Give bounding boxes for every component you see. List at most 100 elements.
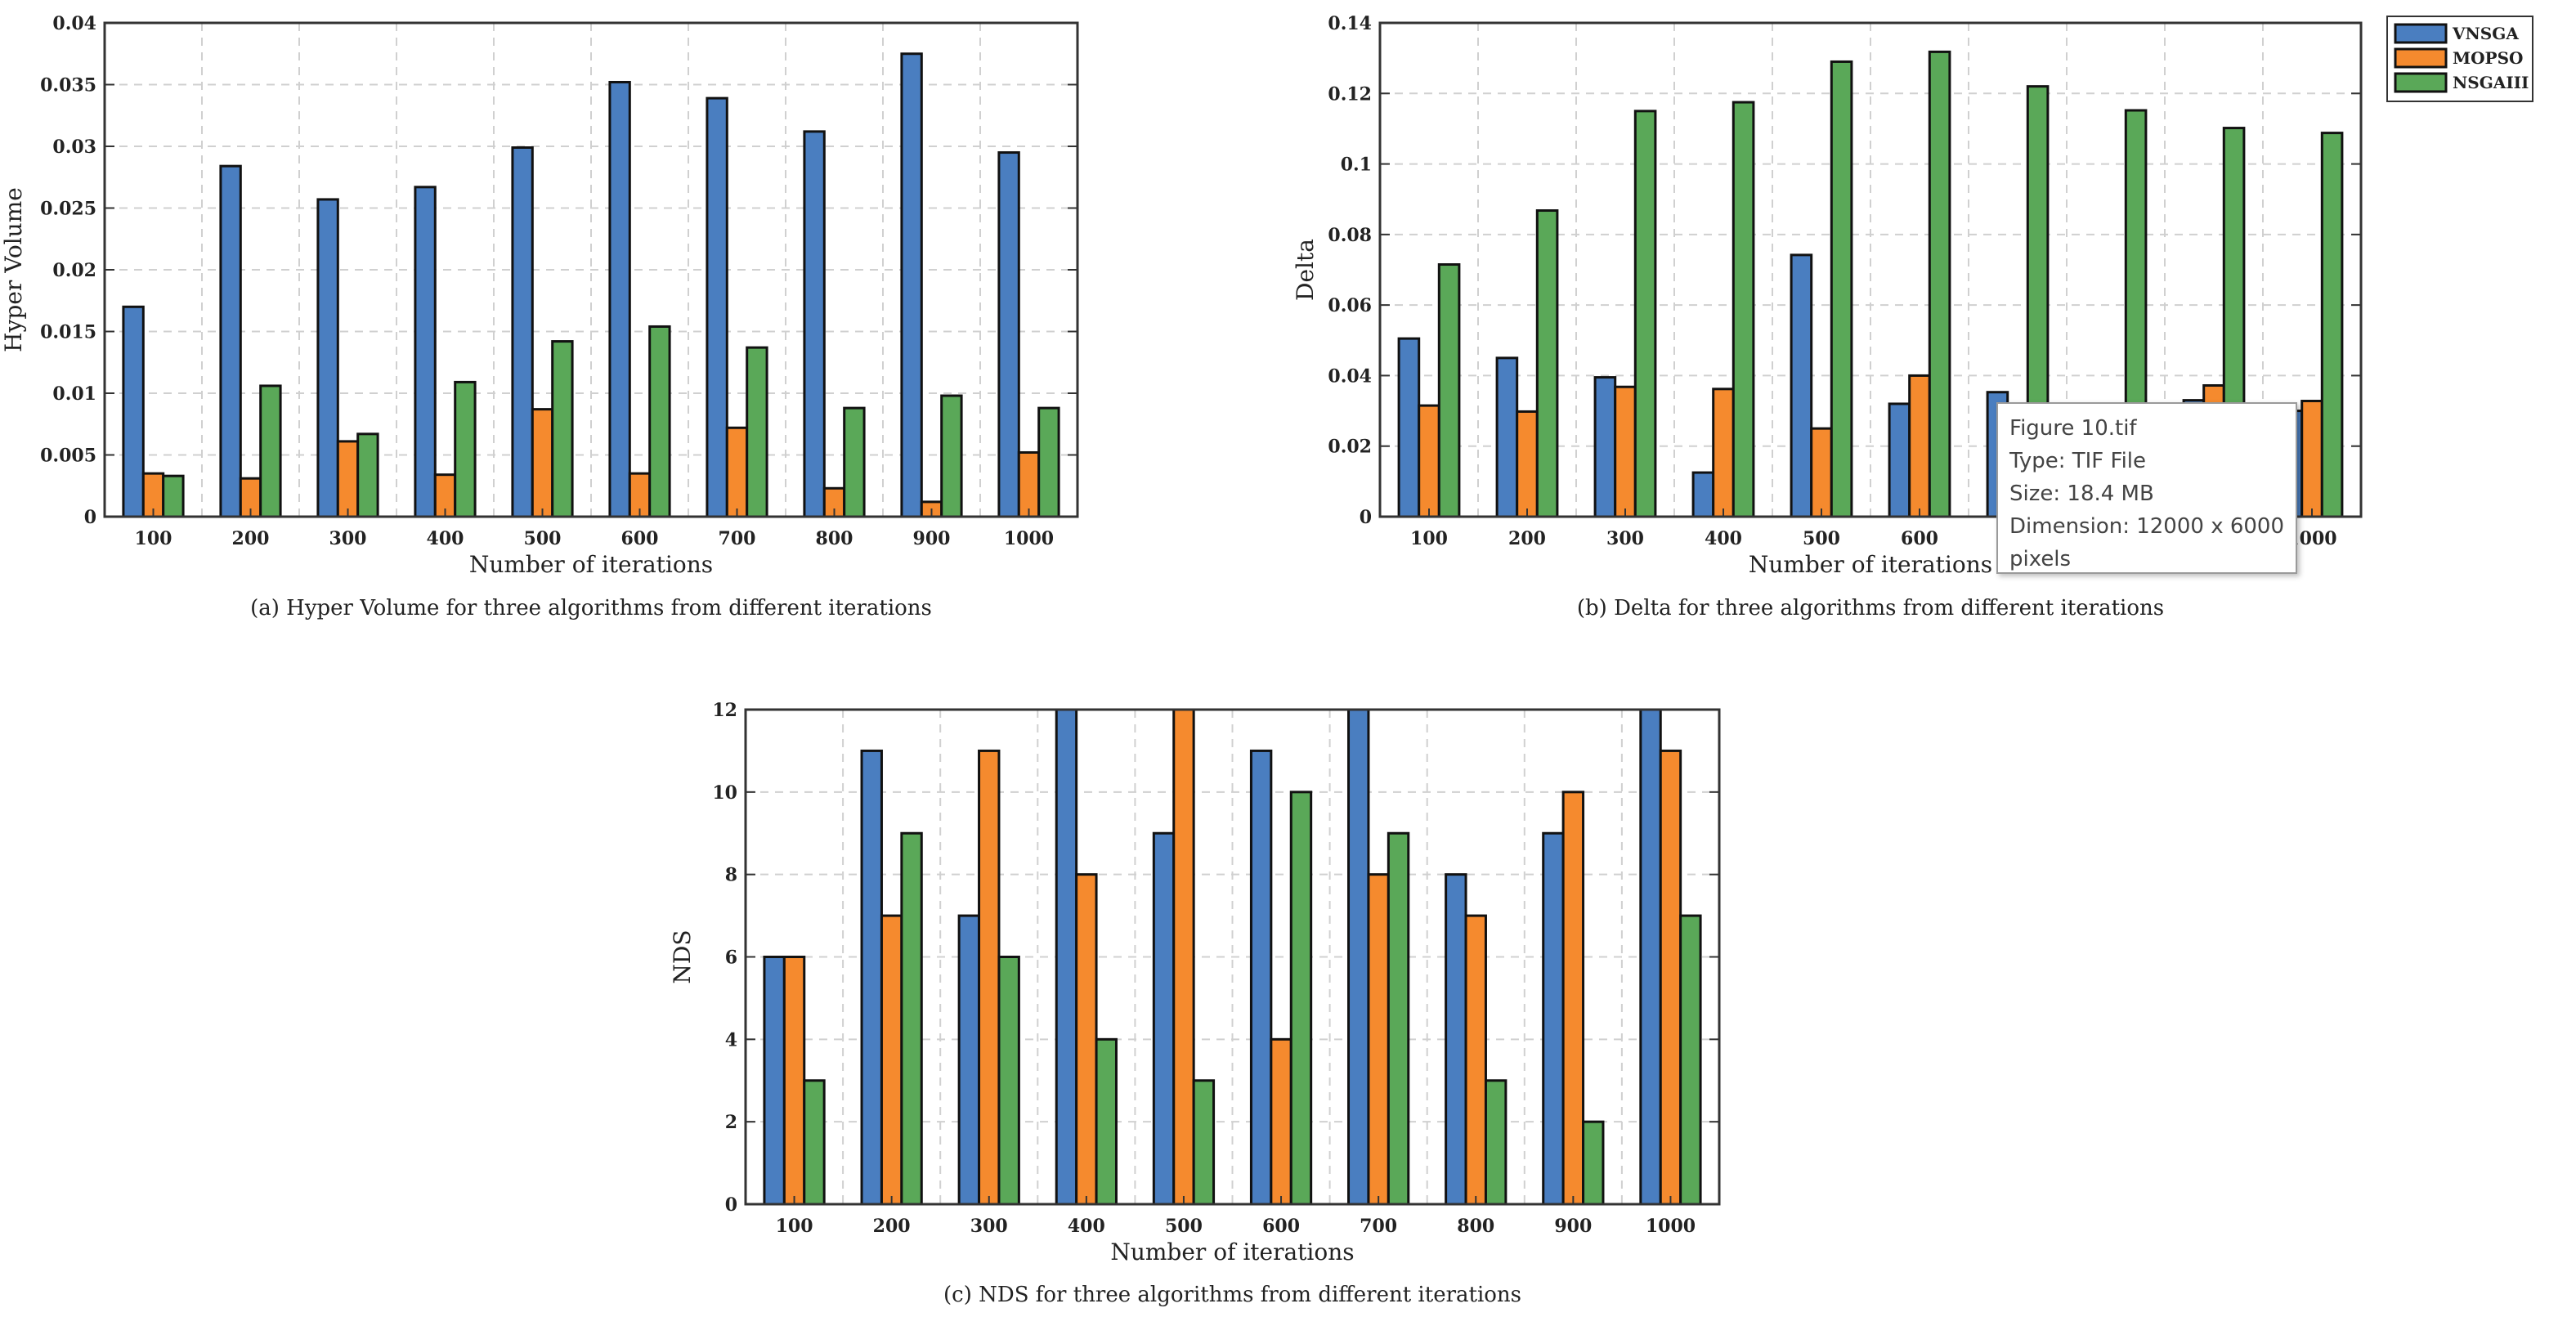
x-tick-label: 1000 xyxy=(1004,528,1054,549)
bar-nsgaiii-600 xyxy=(648,325,671,518)
y-tick-label: 0 xyxy=(84,507,96,528)
bar-vnsga-400 xyxy=(1055,708,1078,1206)
bar-nsgaiii-400 xyxy=(1732,101,1755,518)
bar-mopso-500 xyxy=(531,408,554,518)
file-info-tooltip: Figure 10.tif Type: TIF File Size: 18.4 … xyxy=(1996,402,2297,574)
y-axis-title: Delta xyxy=(1292,239,1319,301)
figure-caption: (c) NDS for three algorithms from differ… xyxy=(943,1283,1521,1307)
bar-mopso-1000 xyxy=(1017,450,1041,518)
bar-mopso-300 xyxy=(1614,385,1637,518)
legend: VNSGA MOPSO NSGAIII xyxy=(2386,16,2533,102)
bar-mopso-100 xyxy=(1418,404,1440,518)
bar-nsgaiii-500 xyxy=(1830,60,1853,518)
x-tick-label: 800 xyxy=(1457,1216,1494,1237)
bar-vnsga-900 xyxy=(900,52,923,518)
bar-nsgaiii-800 xyxy=(843,406,866,518)
x-tick-label: 600 xyxy=(1262,1216,1300,1237)
x-axis-title: Number of iterations xyxy=(1110,1239,1354,1266)
bar-nsgaiii-500 xyxy=(551,340,574,518)
bar-nsgaiii-200 xyxy=(259,384,282,518)
bar-vnsga-600 xyxy=(1888,402,1911,518)
y-tick-label: 0.02 xyxy=(1328,437,1372,458)
y-tick-label: 0.005 xyxy=(40,446,96,467)
plot-frame xyxy=(1378,21,2363,518)
bar-mopso-300 xyxy=(978,749,1001,1206)
bar-nsgaiii-300 xyxy=(1633,110,1657,518)
y-tick-label: 0.01 xyxy=(52,383,96,405)
y-tick-label: 0.1 xyxy=(1341,155,1372,176)
bar-nsgaiii-200 xyxy=(900,831,923,1206)
bar-vnsga-400 xyxy=(414,186,437,518)
x-tick-label: 400 xyxy=(1705,528,1742,549)
x-tick-label: 200 xyxy=(873,1216,911,1237)
bar-nsgaiii-400 xyxy=(1095,1037,1118,1206)
y-tick-label: 6 xyxy=(725,947,737,969)
y-tick-label: 0.025 xyxy=(40,199,96,220)
x-tick-label: 100 xyxy=(1410,528,1448,549)
bar-nsgaiii-600 xyxy=(1928,50,1951,518)
chart-panel-c: 0 2 4 6 8 10 12 100 200 300 400 500 600 700 800 900 1000… xyxy=(669,700,1721,1307)
bar-mopso-400 xyxy=(1075,873,1098,1206)
y-tick-label: 8 xyxy=(725,865,737,886)
x-tick-label: 300 xyxy=(970,1216,1008,1237)
bar-mopso-600 xyxy=(1908,374,1931,518)
bar-nsgaiii-1000 xyxy=(1037,406,1060,518)
bar-nsgaiii-100 xyxy=(1437,263,1461,518)
x-tick-label: 600 xyxy=(1901,528,1938,549)
bar-mopso-700 xyxy=(1367,873,1390,1206)
bar-vnsga-800 xyxy=(1445,873,1467,1206)
y-tick-label: 0.035 xyxy=(40,75,96,96)
bar-mopso-500 xyxy=(1172,708,1195,1206)
bar-vnsga-100 xyxy=(122,305,145,518)
bar-nsgaiii-900 xyxy=(1582,1120,1605,1206)
x-tick-label: 700 xyxy=(1360,1216,1397,1237)
x-tick-label: 200 xyxy=(232,528,270,549)
bar-nsgaiii-1000 xyxy=(2320,132,2344,518)
bar-vnsga-900 xyxy=(1542,831,1565,1206)
bar-vnsga-300 xyxy=(316,198,339,518)
x-tick-label: 900 xyxy=(1554,1216,1592,1237)
y-tick-label: 0.04 xyxy=(1328,365,1372,387)
y-tick-label: 0.06 xyxy=(1328,295,1372,316)
legend-label-nsgaiii: NSGAIII xyxy=(2453,73,2529,92)
bar-vnsga-300 xyxy=(957,914,981,1206)
bar-mopso-400 xyxy=(1712,387,1735,518)
bar-vnsga-400 xyxy=(1691,471,1715,518)
y-axis-title: NDS xyxy=(669,930,696,983)
bar-vnsga-600 xyxy=(1249,749,1273,1206)
bar-vnsga-500 xyxy=(1790,253,1813,518)
bar-nsgaiii-1000 xyxy=(1679,914,1702,1206)
x-tick-label: 900 xyxy=(913,528,951,549)
bar-vnsga-800 xyxy=(803,130,826,518)
figure-caption: (a) Hyper Volume for three algorithms fr… xyxy=(250,596,932,620)
bar-vnsga-300 xyxy=(1593,376,1617,518)
bar-vnsga-500 xyxy=(511,146,534,518)
bar-nsgaiii-500 xyxy=(1192,1079,1216,1206)
bar-mopso-800 xyxy=(1464,914,1487,1206)
y-tick-label: 0.015 xyxy=(40,322,96,343)
bar-nsgaiii-700 xyxy=(746,346,768,518)
bar-nsgaiii-300 xyxy=(356,432,379,518)
bar-nsgaiii-400 xyxy=(454,380,477,518)
bar-vnsga-500 xyxy=(1152,831,1176,1206)
bar-mopso-200 xyxy=(880,914,903,1206)
x-tick-label: 100 xyxy=(776,1216,813,1237)
bar-mopso-200 xyxy=(1516,410,1539,518)
bar-mopso-100 xyxy=(782,956,806,1206)
bar-nsgaiii-100 xyxy=(803,1079,826,1206)
bar-vnsga-700 xyxy=(1347,708,1370,1206)
legend-swatch-mopso xyxy=(2394,47,2448,69)
legend-label-vnsga: VNSGA xyxy=(2452,24,2519,43)
y-tick-label: 0 xyxy=(1360,507,1372,528)
y-tick-label: 0.04 xyxy=(52,13,96,34)
bar-mopso-1000 xyxy=(2300,399,2323,518)
x-tick-label: 400 xyxy=(1068,1216,1105,1237)
y-tick-label: 0.08 xyxy=(1328,225,1372,246)
x-tick-label: 300 xyxy=(1606,528,1644,549)
tooltip-dimension-unit: pixels xyxy=(2009,547,2072,571)
bar-vnsga-1000 xyxy=(1639,708,1662,1206)
y-tick-label: 0.03 xyxy=(52,137,96,158)
bar-nsgaiii-300 xyxy=(997,956,1020,1206)
x-tick-label: 500 xyxy=(1803,528,1840,549)
